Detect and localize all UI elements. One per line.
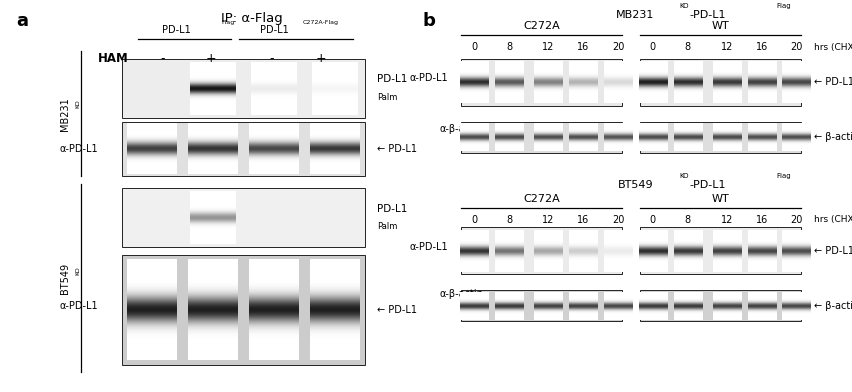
Text: α-β-actin: α-β-actin bbox=[440, 124, 483, 134]
Text: KO: KO bbox=[678, 173, 688, 179]
Text: ← PD-L1: ← PD-L1 bbox=[377, 144, 417, 154]
Bar bbox=[639, 227, 800, 274]
Text: HAM: HAM bbox=[97, 52, 129, 65]
Text: 16: 16 bbox=[577, 214, 589, 225]
Text: ← PD-L1: ← PD-L1 bbox=[813, 246, 852, 256]
Text: C272A: C272A bbox=[523, 194, 560, 204]
Text: 8: 8 bbox=[684, 42, 690, 52]
Text: α-PD-L1: α-PD-L1 bbox=[409, 242, 448, 252]
Bar bbox=[639, 290, 800, 321]
Text: WT: WT bbox=[711, 194, 728, 204]
Text: 0: 0 bbox=[471, 214, 477, 225]
Text: Flag: Flag bbox=[221, 20, 234, 25]
Text: 20: 20 bbox=[789, 214, 802, 225]
Text: 16: 16 bbox=[577, 42, 589, 52]
Text: 0: 0 bbox=[471, 42, 477, 52]
Text: α-PD-L1: α-PD-L1 bbox=[59, 301, 97, 311]
Text: α-PD-L1: α-PD-L1 bbox=[59, 144, 97, 154]
Text: 12: 12 bbox=[720, 214, 732, 225]
Text: Palm: Palm bbox=[377, 222, 397, 231]
Text: -: - bbox=[160, 52, 164, 65]
Text: 20: 20 bbox=[789, 42, 802, 52]
Text: -PD-L1: -PD-L1 bbox=[689, 180, 726, 191]
Bar bbox=[122, 188, 365, 247]
Bar bbox=[461, 227, 622, 274]
Text: +: + bbox=[315, 52, 325, 65]
Bar bbox=[639, 59, 800, 106]
Text: BT549: BT549 bbox=[617, 180, 653, 191]
Text: -PD-L1: -PD-L1 bbox=[689, 10, 726, 20]
Text: Flag: Flag bbox=[776, 3, 791, 9]
Text: C272A: C272A bbox=[523, 21, 560, 31]
Bar bbox=[461, 59, 622, 106]
Text: α-β-actin: α-β-actin bbox=[440, 289, 483, 299]
Text: PD-L1: PD-L1 bbox=[259, 25, 288, 35]
Text: WT: WT bbox=[711, 21, 728, 31]
Text: C272A-Flag: C272A-Flag bbox=[302, 20, 338, 25]
Text: 12: 12 bbox=[542, 214, 554, 225]
Text: ← β-actin: ← β-actin bbox=[813, 132, 852, 142]
Text: 0: 0 bbox=[649, 214, 655, 225]
Bar bbox=[639, 122, 800, 153]
Text: ← PD-L1: ← PD-L1 bbox=[377, 305, 417, 315]
Text: KO: KO bbox=[678, 3, 688, 9]
Text: 12: 12 bbox=[542, 42, 554, 52]
Text: PD-L1: PD-L1 bbox=[377, 74, 407, 84]
Text: KO: KO bbox=[75, 100, 80, 108]
Text: BT549: BT549 bbox=[60, 263, 70, 294]
Text: Palm: Palm bbox=[377, 93, 397, 102]
Bar bbox=[461, 290, 622, 321]
Text: KO: KO bbox=[75, 266, 80, 275]
Text: 8: 8 bbox=[684, 214, 690, 225]
Text: 20: 20 bbox=[611, 214, 624, 225]
Bar bbox=[122, 122, 365, 176]
Bar bbox=[122, 59, 365, 118]
Text: 16: 16 bbox=[755, 42, 767, 52]
Text: IP: α-Flag: IP: α-Flag bbox=[221, 12, 282, 25]
Text: 0: 0 bbox=[649, 42, 655, 52]
Text: 12: 12 bbox=[720, 42, 732, 52]
Text: 8: 8 bbox=[506, 214, 512, 225]
Text: b: b bbox=[422, 12, 435, 30]
Text: a: a bbox=[17, 12, 29, 30]
Text: ← β-actin: ← β-actin bbox=[813, 301, 852, 311]
Text: α-PD-L1: α-PD-L1 bbox=[409, 73, 448, 83]
Text: 16: 16 bbox=[755, 214, 767, 225]
Text: +: + bbox=[205, 52, 216, 65]
Text: 8: 8 bbox=[506, 42, 512, 52]
Text: PD-L1: PD-L1 bbox=[162, 25, 191, 35]
Text: hrs (CHX): hrs (CHX) bbox=[813, 215, 852, 224]
Text: MB231: MB231 bbox=[616, 10, 653, 20]
Bar bbox=[122, 255, 365, 365]
Text: ← PD-L1: ← PD-L1 bbox=[813, 77, 852, 87]
Text: PD-L1: PD-L1 bbox=[377, 204, 407, 214]
Bar bbox=[461, 122, 622, 153]
Text: hrs (CHX): hrs (CHX) bbox=[813, 43, 852, 51]
Text: Flag: Flag bbox=[776, 173, 791, 179]
Text: 20: 20 bbox=[611, 42, 624, 52]
Text: MB231: MB231 bbox=[60, 97, 70, 131]
Text: -: - bbox=[269, 52, 273, 65]
